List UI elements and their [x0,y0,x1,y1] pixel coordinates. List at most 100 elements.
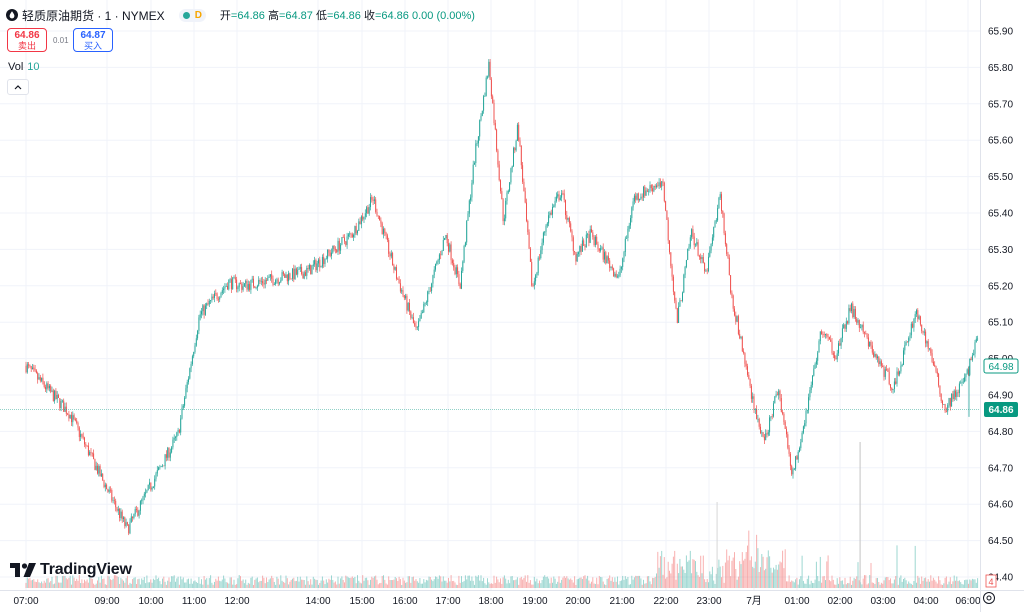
volume-bar [657,551,659,588]
sell-button[interactable]: 64.86 卖出 [7,28,47,52]
candle-body [193,351,195,357]
volume-bar [640,578,642,588]
volume-bar [540,583,542,588]
volume-bar [84,579,85,588]
volume-bar [552,582,553,588]
candle-body [225,286,227,287]
volume-bar [753,568,755,588]
volume-bar [401,584,403,588]
volume-bar [422,583,423,588]
candle-body [290,278,292,280]
candle-body [787,434,789,448]
volume-bar [415,579,417,588]
candle-body [544,231,546,233]
candle-body [448,243,449,252]
volume-bar [966,579,968,588]
volume-bar [861,584,863,588]
candle-body [46,383,48,390]
volume-bar [836,578,838,588]
candle-body [67,413,69,415]
volume-bar [397,580,399,588]
candle-body [39,377,41,381]
candle-body [136,509,137,510]
candle-body [182,405,184,408]
candle-body [293,268,295,280]
market-status[interactable]: D [178,8,206,22]
volume-bar [716,502,718,588]
volume-bar [54,583,56,588]
candle-body [227,286,228,290]
candle-body [65,406,67,414]
volume-bar [683,569,685,588]
volume-bar [133,577,135,588]
volume-bar [229,577,231,588]
volume-bar [357,575,358,588]
time-axis[interactable]: 07:00 09:00 10:00 11:00 12:00 14:00 15:00 16:00… [13,595,980,607]
candle-body [856,319,858,323]
volume-legend[interactable]: Vol 10 [8,61,40,73]
candle-body [152,486,154,488]
volume-bar [535,581,537,588]
candle-body [415,325,417,328]
volume-bar [684,572,686,588]
volume-bar [195,581,197,588]
candle-body [773,403,774,417]
volume-bar [74,580,76,588]
candle-body [301,267,303,274]
volume-bar [718,559,720,588]
candle-body [177,429,179,433]
candle-body [411,317,413,318]
candle-body [158,467,160,471]
volume-bar [152,578,154,588]
volume-bar [269,578,271,588]
candle-body [975,338,977,343]
volume-bar [494,582,496,588]
volume-bar [791,580,793,588]
candle-body [172,439,174,448]
candle-body [58,394,59,398]
volume-bar [918,577,920,588]
volume-bar [418,582,420,588]
candle-body [279,282,280,284]
candle-body [435,264,436,270]
candle-body [25,365,27,373]
candle-body [960,382,962,384]
candle-body [509,182,511,191]
volume-bar [396,578,397,588]
volume-bar [190,578,192,588]
candle-body [111,490,113,501]
volume-bar [507,579,509,588]
volume-bar [775,564,777,588]
volume-bar [41,581,43,588]
volume-bar [341,576,343,588]
volume-bar [493,575,495,588]
collapse-legend-button[interactable] [7,79,29,95]
candle-body [402,290,404,296]
volume-bar [581,578,583,588]
volume-bar [734,552,735,588]
volume-bar [173,575,175,588]
gear-icon[interactable] [982,591,996,605]
candle-body [292,268,293,279]
candle-body [511,166,513,169]
candle-body [520,145,522,166]
price-axis[interactable]: 65.9065.8065.7065.6065.5065.4065.3065.20… [988,27,1013,584]
volume-bar [958,580,960,588]
candle-body [618,275,620,277]
volume-bar [80,583,82,588]
volume-bar [594,583,596,588]
volume-bar [129,582,131,588]
volume-bar [354,576,356,588]
candle-body [674,291,676,301]
volume-bar [763,570,765,588]
volume-bar [628,584,630,588]
candle-body [558,194,560,201]
tradingview-logo[interactable]: TradingView [10,561,132,579]
time-tick-label: 04:00 [913,596,938,607]
volume-bar [671,563,673,588]
volume-bar [588,580,590,588]
buy-button[interactable]: 64.87 买入 [73,28,113,52]
candle-body [286,274,288,282]
symbol-title[interactable]: 轻质原油期货 · 1 · NYMEX [22,8,165,23]
